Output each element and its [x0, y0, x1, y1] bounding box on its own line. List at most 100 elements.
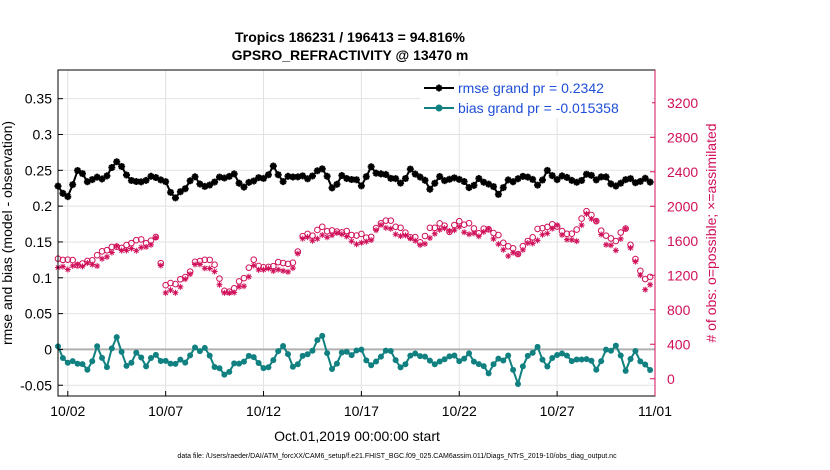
rmse-point [377, 170, 385, 178]
rmse-point [78, 170, 86, 178]
obs-assimilated-point [329, 232, 336, 239]
rmse-point [88, 176, 96, 184]
grid-layer [58, 70, 656, 396]
obs-assimilated-point [353, 241, 360, 248]
rmse-point [578, 176, 586, 184]
bias-point [79, 361, 86, 368]
obs-assimilated-point [637, 272, 644, 279]
obs-assimilated-point [363, 238, 370, 245]
rmse-point [108, 164, 116, 172]
obs-assimilated-point [201, 265, 208, 272]
bias-point [333, 360, 340, 367]
rmse-point [392, 175, 400, 183]
y-tick-label: -0.05 [20, 377, 52, 393]
rmse-point [573, 178, 581, 186]
rmse-point [494, 190, 502, 198]
bias-point [490, 361, 497, 368]
obs-assimilated-point [289, 265, 296, 272]
obs-assimilated-point [192, 261, 199, 268]
bias-point [485, 370, 492, 377]
bias-point [113, 334, 120, 341]
rmse-point [167, 188, 175, 196]
obs-assimilated-point [275, 266, 282, 273]
obs-assimilated-point [373, 227, 380, 234]
obs-assimilated-point [397, 233, 404, 240]
rmse-point [509, 178, 517, 186]
rmse-point [597, 173, 605, 181]
rmse-point [308, 172, 316, 180]
obs-assimilated-point [143, 243, 150, 250]
obs-assimilated-point [319, 232, 326, 239]
bias-point [172, 360, 179, 367]
rmse-point [255, 174, 263, 182]
obs-possible-point [274, 258, 282, 266]
rmse-point [587, 171, 595, 179]
bias-point [510, 366, 517, 373]
obs-assimilated-point [431, 230, 438, 237]
bias-point [221, 371, 228, 378]
rmse-point [519, 172, 527, 180]
bias-point [123, 362, 130, 369]
obs-assimilated-point [529, 240, 536, 247]
bias-point [64, 359, 71, 366]
obs-assimilated-point [539, 231, 546, 238]
obs-assimilated-point [221, 289, 228, 296]
bias-point [475, 361, 482, 368]
bias-point [412, 350, 419, 357]
rmse-point [274, 171, 282, 179]
rmse-point [372, 169, 380, 177]
rmse-point [353, 176, 360, 184]
obs-possible-point [167, 279, 174, 287]
obs-assimilated-point [466, 231, 473, 238]
rmse-point [514, 175, 522, 183]
rmse-point [563, 173, 571, 181]
obs-possible-point [98, 248, 106, 255]
y-tick-label: 0.35 [25, 91, 52, 107]
obs-assimilated-point [573, 238, 580, 245]
rmse-point [416, 173, 424, 181]
obs-possible-point [323, 227, 331, 235]
bias-point [402, 361, 409, 368]
bias-point [69, 358, 76, 365]
bias-point [294, 361, 301, 368]
rmse-point [548, 172, 556, 180]
bias-point [177, 356, 184, 363]
bias-point [231, 360, 238, 367]
obs-assimilated-point [534, 237, 541, 244]
rmse-point [137, 178, 145, 186]
bias-point [265, 364, 272, 371]
obs-assimilated-point [417, 242, 424, 249]
bias-point [554, 351, 561, 358]
rmse-point [455, 175, 463, 183]
rmse-point [490, 183, 498, 191]
obs-assimilated-point [123, 247, 130, 254]
obs-assimilated-point [495, 241, 502, 248]
bias-point [236, 360, 243, 367]
rmse-point [196, 180, 204, 188]
obs-assimilated-point [612, 247, 619, 254]
rmse-point [323, 172, 331, 180]
rmse-point [401, 175, 409, 183]
obs-assimilated-point [549, 225, 556, 232]
bias-point [392, 357, 399, 364]
bias-point [128, 359, 135, 366]
rmse-point [592, 176, 600, 184]
bias-point [255, 360, 262, 367]
obs-assimilated-point [514, 250, 521, 257]
obs-assimilated-point [59, 263, 66, 270]
rmse-point [485, 180, 493, 188]
obs-assimilated-point [554, 222, 561, 229]
rmse-point [299, 172, 307, 180]
legend-text-rmse: rmse grand pr = 0.2342 [458, 80, 604, 96]
obs-assimilated-point [407, 235, 414, 242]
bias-point [260, 365, 267, 372]
rmse-point [98, 175, 106, 183]
obs-assimilated-point [422, 240, 429, 247]
rmse-point [304, 175, 312, 183]
bias-point [103, 364, 110, 371]
obs-assimilated-point [441, 225, 448, 232]
rmse-point [230, 170, 238, 178]
bias-point [89, 358, 96, 365]
rmse-point [445, 175, 453, 183]
